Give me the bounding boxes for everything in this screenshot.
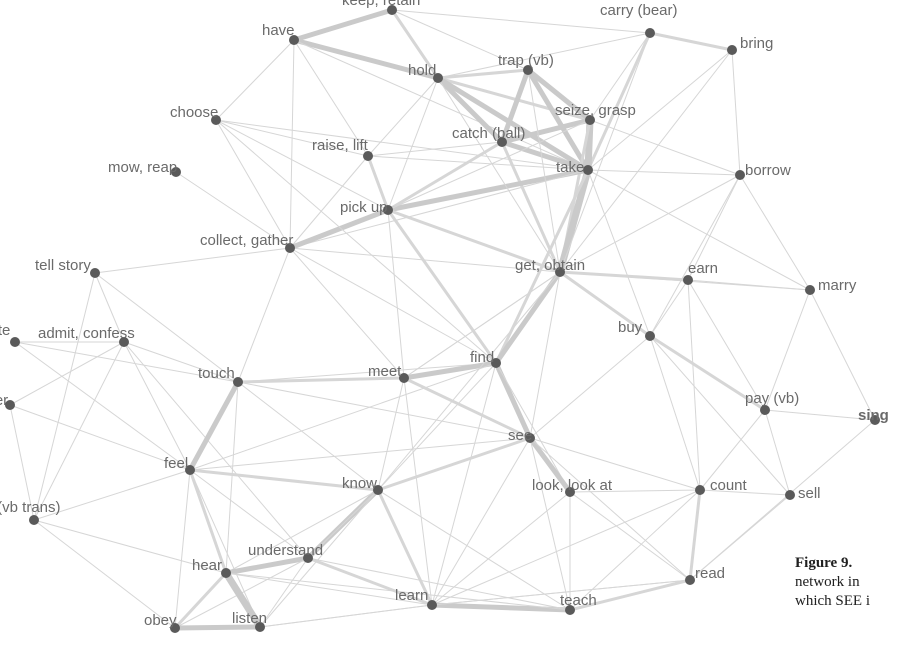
node-listen bbox=[255, 622, 265, 632]
node-ell_vb bbox=[29, 515, 39, 525]
node-sing bbox=[870, 415, 880, 425]
edge bbox=[175, 627, 260, 628]
node-borrow bbox=[735, 170, 745, 180]
node-feel bbox=[185, 465, 195, 475]
node-obey bbox=[170, 623, 180, 633]
canvas-bg bbox=[0, 0, 898, 651]
node-have bbox=[289, 35, 299, 45]
node-read bbox=[685, 575, 695, 585]
node-collect_gather bbox=[285, 243, 295, 253]
node-mow_reap bbox=[171, 167, 181, 177]
node-taste bbox=[10, 337, 20, 347]
node-know bbox=[373, 485, 383, 495]
node-earn bbox=[683, 275, 693, 285]
node-meet bbox=[399, 373, 409, 383]
node-marry bbox=[805, 285, 815, 295]
network-graph: keep, retainhavecarry (bear)bringholdtra… bbox=[0, 0, 898, 651]
node-choose bbox=[211, 115, 221, 125]
node-keep_retain bbox=[387, 5, 397, 15]
node-touch bbox=[233, 377, 243, 387]
node-take bbox=[583, 165, 593, 175]
node-learn bbox=[427, 600, 437, 610]
node-hear bbox=[221, 568, 231, 578]
node-trap_vb bbox=[523, 65, 533, 75]
node-find bbox=[491, 358, 501, 368]
node-bring bbox=[727, 45, 737, 55]
node-carry_bear bbox=[645, 28, 655, 38]
node-buy bbox=[645, 331, 655, 341]
node-catch_ball bbox=[497, 137, 507, 147]
node-sell bbox=[785, 490, 795, 500]
node-admit_confess bbox=[119, 337, 129, 347]
node-hold bbox=[433, 73, 443, 83]
node-teach bbox=[565, 605, 575, 615]
node-pay_vb bbox=[760, 405, 770, 415]
node-see bbox=[525, 433, 535, 443]
node-raise_lift bbox=[363, 151, 373, 161]
node-pick_up bbox=[383, 205, 393, 215]
node-seize_grasp bbox=[585, 115, 595, 125]
node-tell_story bbox=[90, 268, 100, 278]
node-understand bbox=[303, 553, 313, 563]
node-get_obtain bbox=[555, 267, 565, 277]
node-member bbox=[5, 400, 15, 410]
node-look_lookat bbox=[565, 487, 575, 497]
node-count bbox=[695, 485, 705, 495]
